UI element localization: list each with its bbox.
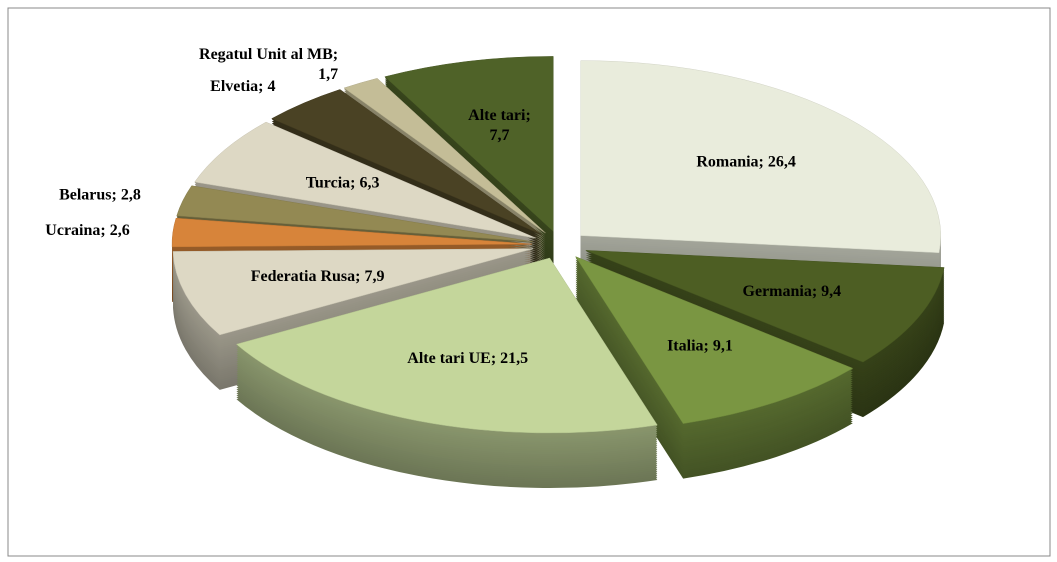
data-label-line: Regatul Unit al MB; <box>199 46 338 63</box>
data-label-line: Italia; 9,1 <box>667 337 733 354</box>
data-label: Alte tari; 7,7 <box>468 107 531 144</box>
data-label-line: Turcia; 6,3 <box>306 174 380 191</box>
slice <box>271 89 542 235</box>
data-label-line: Germania; 9,4 <box>743 283 842 300</box>
data-label: Turcia; 6,3 <box>306 174 380 191</box>
data-label-line: Alte tari UE; 21,5 <box>407 350 528 367</box>
slice <box>574 256 854 424</box>
data-label: Belarus; 2,8 <box>59 186 141 203</box>
slice <box>194 121 536 239</box>
data-label-line: Romania; 26,4 <box>696 153 796 170</box>
slice-group <box>574 256 854 479</box>
slice <box>172 248 534 336</box>
data-label: Regatul Unit al MB; 1,7 <box>199 46 338 83</box>
data-label-line: Elvetia; 4 <box>210 78 275 95</box>
data-label-line: Alte tari; <box>468 107 531 124</box>
slice <box>171 217 533 248</box>
slice <box>580 60 941 253</box>
data-label-line: Federatia Rusa; 7,9 <box>251 268 385 285</box>
data-label: Romania; 26,4 <box>696 153 796 170</box>
data-label-line: 7,7 <box>489 127 509 144</box>
data-label: Federatia Rusa; 7,9 <box>251 268 385 285</box>
slice <box>235 257 658 434</box>
data-label-line: Ucraina; 2,6 <box>45 222 129 239</box>
data-label: Elvetia; 4 <box>210 78 275 95</box>
data-label: Ucraina; 2,6 <box>45 222 129 239</box>
data-label: Italia; 9,1 <box>667 337 733 354</box>
slice <box>384 56 554 232</box>
slice <box>343 78 546 234</box>
slice <box>585 250 945 363</box>
slice-group <box>235 257 658 489</box>
data-label: Alte tari UE; 21,5 <box>407 350 528 367</box>
slice <box>176 185 533 242</box>
slice-group <box>580 60 941 308</box>
data-label-line: Belarus; 2,8 <box>59 186 141 203</box>
data-label-line: 1,7 <box>318 66 338 83</box>
data-label: Germania; 9,4 <box>743 283 842 300</box>
